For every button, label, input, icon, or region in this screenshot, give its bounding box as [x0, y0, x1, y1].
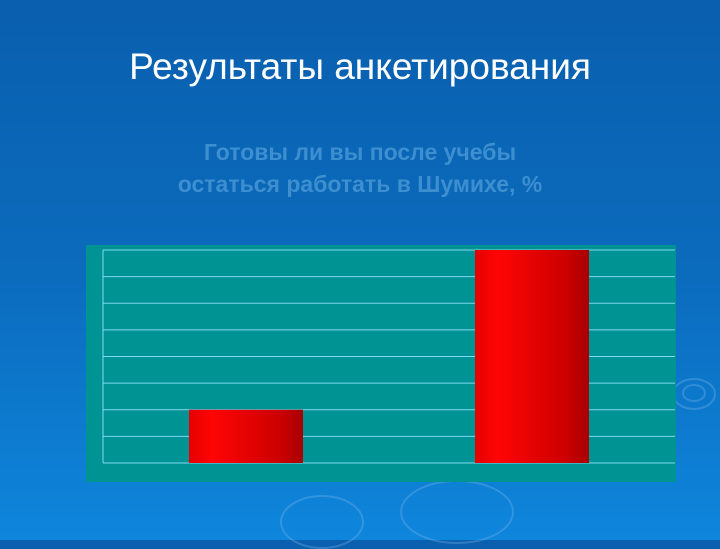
chart-title-line-1: Готовы ли вы после учебы [203, 139, 517, 165]
bar-1 [189, 409, 303, 463]
bar-2 [475, 250, 589, 463]
chart-title-line-2: остаться работать в Шумихе, % [177, 171, 543, 197]
slide-title: Результаты анкетирования [129, 46, 591, 87]
chart-title: Готовы ли вы после учебы остаться работа… [0, 136, 720, 200]
decorative-ripple [682, 384, 706, 402]
